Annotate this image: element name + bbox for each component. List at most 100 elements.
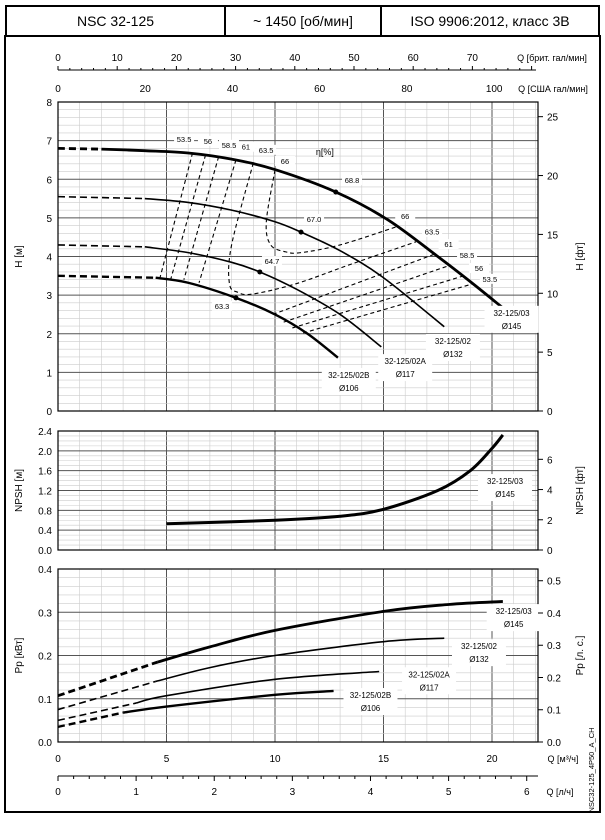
efficiency-label: 63.5 — [259, 146, 274, 155]
efficiency-label: 68.8 — [345, 176, 360, 185]
iso-efficiency-56 — [292, 275, 464, 329]
series-32-125/02 — [144, 197, 445, 328]
curve-label-bg — [321, 368, 376, 396]
annotation-bg — [212, 300, 233, 311]
curve-label-bg — [478, 474, 533, 502]
head-panel — [57, 101, 539, 412]
series-32-125/02B — [122, 689, 334, 714]
curve-label-diameter: Ø145 — [502, 322, 522, 331]
series-32-125/02B — [155, 276, 339, 359]
curve-label-name: 32-125/02B — [350, 691, 391, 700]
series-32-125/02A — [135, 670, 380, 704]
x-tick-brit: 70 — [467, 53, 479, 64]
iso-efficiency-56 — [170, 154, 207, 280]
y-right-tick-label: 0.4 — [547, 609, 561, 620]
y-right-tick-label: 20 — [547, 172, 559, 183]
curve-label-diameter: Ø106 — [339, 384, 359, 393]
y-tick-label: 8 — [46, 98, 52, 109]
y-tick-label: 6 — [46, 175, 52, 186]
y-right-tick-label: 0.0 — [547, 738, 561, 749]
series-32-125/03 — [166, 434, 505, 526]
iso-efficiency-58.5 — [183, 156, 220, 280]
bep-point — [257, 269, 263, 275]
y-tick-label: 1.6 — [38, 467, 52, 478]
x-tick-us: 20 — [140, 84, 152, 95]
efficiency-label: 53.5 — [177, 135, 192, 144]
y-right-tick-label: 25 — [547, 113, 559, 124]
y-tick-label: 2 — [46, 330, 52, 341]
series-32-125/02 — [155, 637, 445, 683]
curve-label-bg — [484, 305, 539, 333]
annotation-bg — [256, 144, 277, 155]
x-tick-us: 60 — [314, 84, 326, 95]
efficiency-label: 58.5 — [460, 251, 475, 260]
y-tick-label: 0.0 — [38, 546, 52, 557]
annotation-bg — [395, 210, 416, 221]
curve-label-bg — [378, 354, 433, 382]
x-tick-us: 40 — [227, 84, 239, 95]
x-tick-lps: 0 — [55, 787, 61, 798]
y-axis-right-label: NPSH [фт] — [574, 466, 586, 515]
x-tick-m3h: 20 — [486, 754, 498, 765]
annotation-bg — [304, 213, 325, 224]
y-tick-label: 0.4 — [38, 565, 52, 576]
outer-border — [4, 35, 601, 813]
y-tick-label: 4 — [46, 253, 52, 264]
curve-label-name: 32-125/03 — [496, 607, 533, 616]
annotation-bg — [479, 273, 500, 284]
iso-efficiency-58.5 — [283, 265, 449, 323]
x-tick-lps: 4 — [368, 787, 374, 798]
y-right-tick-label: 0 — [547, 546, 553, 557]
curve-label-name: 32-125/03 — [487, 477, 524, 486]
y-right-tick-label: 0 — [547, 407, 553, 418]
efficiency-label: 66 — [281, 157, 289, 166]
y-tick-label: 2.4 — [38, 427, 52, 438]
x-axis-label-brit: Q [брит. гал/мин] — [517, 53, 587, 63]
x-tick-lps: 2 — [211, 787, 217, 798]
x-axis-label-m3h: Q [м³/ч] — [548, 754, 579, 764]
curve-label-name: 32-125/03 — [494, 309, 531, 318]
x-tick-us: 100 — [486, 84, 503, 95]
y-axis-right-label: Pp [л. с.] — [575, 635, 586, 675]
x-tick-m3h: 5 — [164, 754, 170, 765]
y-axis-label: H [м] — [14, 245, 25, 268]
y-tick-label: 5 — [46, 214, 52, 225]
y-right-tick-label: 5 — [547, 348, 553, 359]
x-tick-brit: 10 — [112, 53, 124, 64]
y-right-tick-label: 0.2 — [547, 673, 561, 684]
bep-point — [233, 295, 239, 301]
power-frame — [57, 568, 539, 743]
x-tick-brit: 30 — [230, 53, 242, 64]
curve-label-bg — [343, 688, 398, 716]
series-32-125/02B-dashed — [57, 274, 156, 279]
efficiency-label: 61 — [242, 143, 250, 152]
iso-efficiency-53.5 — [303, 283, 473, 334]
efficiency-label: 53.5 — [483, 275, 498, 284]
x-axis-label-lps: Q [л/ч] — [547, 787, 574, 797]
x-tick-us: 80 — [401, 84, 413, 95]
iso-efficiency-63.5 — [228, 162, 417, 296]
y-right-tick-label: 6 — [547, 455, 553, 466]
y-axis-label: NPSH [м] — [14, 469, 25, 512]
efficiency-label: 63.5 — [425, 228, 440, 237]
y-right-tick-label: 4 — [547, 486, 553, 497]
curve-label-name: 32-125/02A — [408, 670, 450, 679]
y-tick-label: 7 — [46, 137, 52, 148]
y-tick-label: 0.4 — [38, 526, 52, 537]
x-tick-lps: 1 — [133, 787, 139, 798]
bep-point — [333, 189, 339, 195]
y-right-tick-label: 2 — [547, 516, 553, 527]
y-axis-label: Pp [кВт] — [14, 637, 25, 673]
annotation-bg — [197, 135, 218, 146]
efficiency-label: 67.0 — [307, 215, 322, 224]
efficiency-label: 56 — [475, 264, 483, 273]
series-32-125/03 — [101, 147, 504, 309]
x-tick-brit: 50 — [348, 53, 360, 64]
y-tick-label: 1.2 — [38, 487, 52, 498]
y-tick-label: 0.1 — [38, 695, 52, 706]
series-32-125/02-dashed — [57, 195, 145, 200]
y-axis-right-label: H [фт] — [574, 242, 586, 270]
series-32-125/02B-dashed — [57, 711, 124, 729]
annotation-bg — [468, 263, 489, 274]
